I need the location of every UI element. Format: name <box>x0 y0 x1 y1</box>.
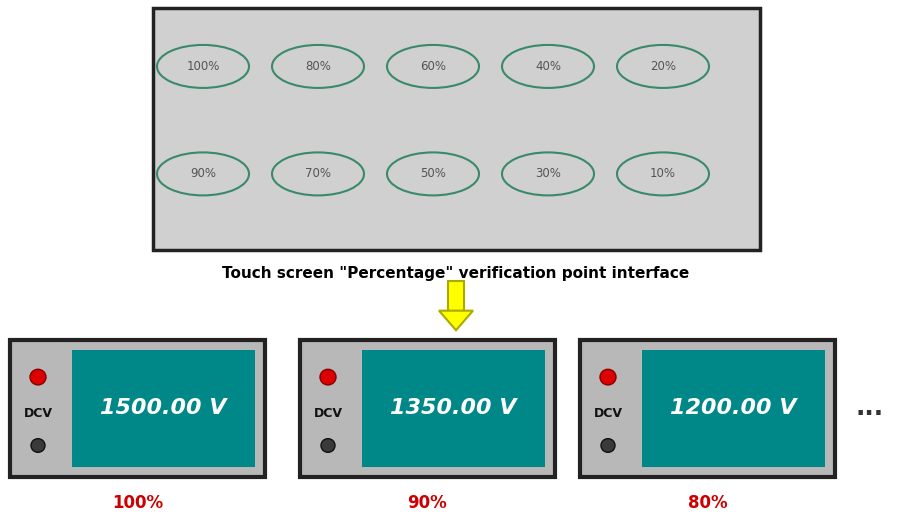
Ellipse shape <box>272 153 364 195</box>
Text: 1350.00 V: 1350.00 V <box>390 398 517 418</box>
Text: 10%: 10% <box>650 168 676 180</box>
Text: 100%: 100% <box>186 60 220 73</box>
FancyBboxPatch shape <box>72 350 255 467</box>
Text: DCV: DCV <box>313 407 342 420</box>
Ellipse shape <box>387 153 479 195</box>
Text: 60%: 60% <box>420 60 446 73</box>
Text: 90%: 90% <box>190 168 216 180</box>
FancyBboxPatch shape <box>580 340 835 477</box>
Ellipse shape <box>157 153 249 195</box>
Text: 40%: 40% <box>535 60 561 73</box>
Ellipse shape <box>272 45 364 88</box>
Text: 80%: 80% <box>305 60 331 73</box>
Polygon shape <box>448 281 464 310</box>
FancyBboxPatch shape <box>10 340 265 477</box>
Text: 100%: 100% <box>112 494 163 512</box>
Circle shape <box>30 369 46 385</box>
Ellipse shape <box>617 45 709 88</box>
Ellipse shape <box>502 45 594 88</box>
Text: ...: ... <box>855 396 883 420</box>
Circle shape <box>31 438 45 452</box>
Polygon shape <box>439 310 473 330</box>
Ellipse shape <box>387 45 479 88</box>
Ellipse shape <box>157 45 249 88</box>
Text: 90%: 90% <box>407 494 447 512</box>
Text: Touch screen "Percentage" verification point interface: Touch screen "Percentage" verification p… <box>223 266 689 281</box>
Circle shape <box>320 369 336 385</box>
FancyBboxPatch shape <box>153 8 760 250</box>
Text: DCV: DCV <box>593 407 623 420</box>
Text: 30%: 30% <box>535 168 561 180</box>
Circle shape <box>321 438 335 452</box>
Ellipse shape <box>617 153 709 195</box>
Circle shape <box>601 438 615 452</box>
Text: 70%: 70% <box>305 168 331 180</box>
Text: DCV: DCV <box>24 407 53 420</box>
Text: 20%: 20% <box>650 60 676 73</box>
FancyBboxPatch shape <box>300 340 555 477</box>
Text: 1200.00 V: 1200.00 V <box>670 398 797 418</box>
Text: 50%: 50% <box>420 168 446 180</box>
Ellipse shape <box>502 153 594 195</box>
FancyBboxPatch shape <box>642 350 825 467</box>
Text: 1500.00 V: 1500.00 V <box>100 398 226 418</box>
FancyBboxPatch shape <box>362 350 545 467</box>
Circle shape <box>600 369 616 385</box>
Text: 80%: 80% <box>687 494 728 512</box>
